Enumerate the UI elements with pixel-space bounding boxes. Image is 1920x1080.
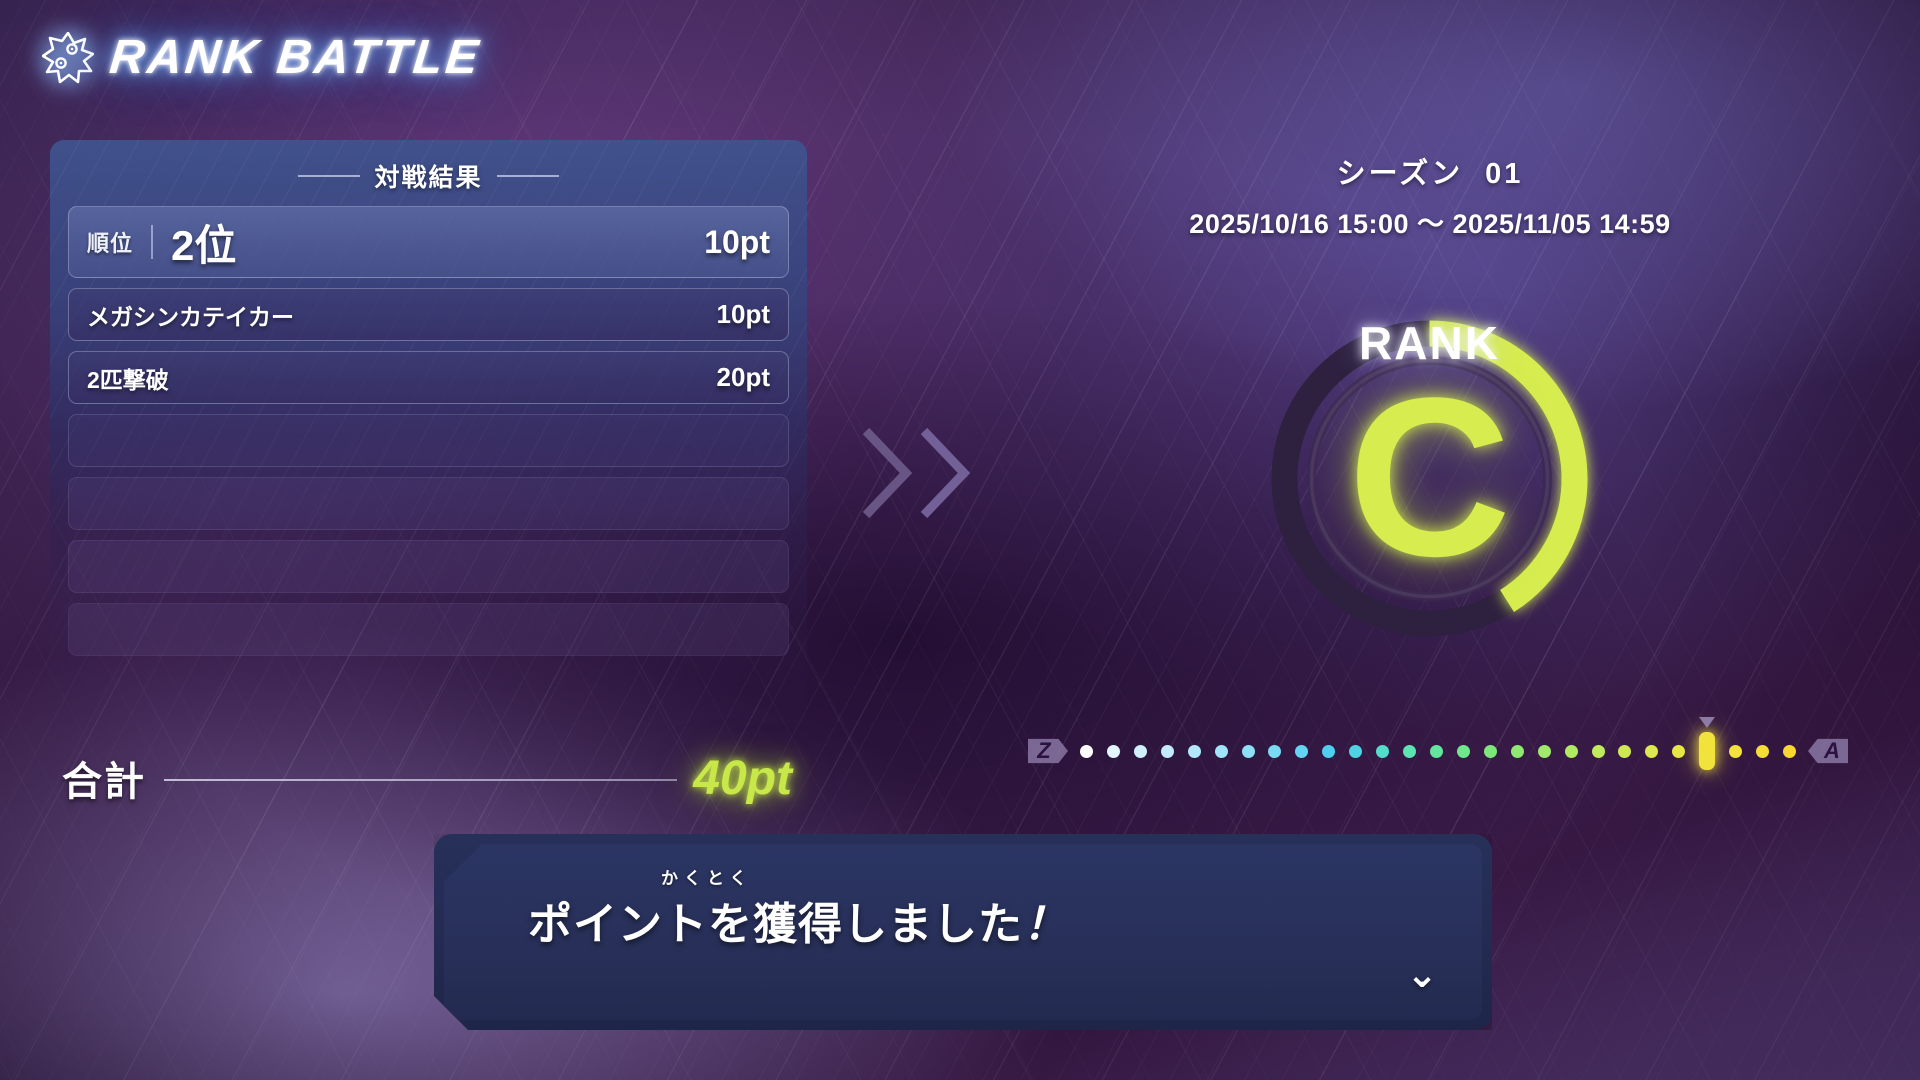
rank-ring: RANK C [1243,292,1616,665]
chevron-down-icon[interactable]: ⌄ [1406,954,1438,996]
season-number: 01 [1485,158,1524,190]
dialog-inner-bevel [444,844,1482,1020]
empty-row [68,477,789,530]
rank-progress-dot [1537,744,1551,758]
rank-progress-dot [1645,744,1659,758]
rank-progress-dot [1322,744,1336,758]
double-chevron-right-icon [860,425,972,521]
season-label: シーズン [1336,158,1464,190]
rank-badge-start: Z [1028,738,1068,764]
bonus-points: 20pt [716,362,770,392]
rank-progress-dot [1456,744,1470,758]
rank-progress-dot [1403,744,1417,758]
total-points-value: 40pt [693,751,792,805]
bonus-name: 2匹撃破 [87,366,169,393]
rank-progress-dot [1241,744,1255,758]
rank-progress-dot [1160,744,1174,758]
dialog-message-text: ポイントを獲得しました [528,900,1023,949]
rank-progress-track: Z A [1028,717,1848,774]
dialog-furigana: かくとく [661,869,753,888]
rank-progress-dot [1349,744,1363,758]
rank-progress-dot [1295,744,1309,758]
marker-pill [1699,732,1716,770]
dialog-message-wrap: かくとく ポイントを獲得しました！ [528,888,1068,952]
bonus-row: 2匹撃破 20pt [68,351,789,404]
rank-letter: C [1347,350,1512,603]
burst-star-icon [42,31,94,84]
rank-progress-dot [1376,744,1390,758]
rank-progress-dot [1133,744,1147,758]
rank-progress-dot [1268,744,1282,758]
empty-row [68,414,789,467]
placement-label: 順位 [87,231,134,256]
rank-progress-dot [1672,744,1686,758]
rank-progress-dot [1591,744,1605,758]
empty-row [68,540,789,593]
bonus-points: 10pt [716,299,770,329]
rank-caption: RANK [1359,317,1500,369]
panel-heading-label: 対戦結果 [374,164,483,192]
rank-progress-dot [1756,744,1770,758]
rank-progress-dot [1729,744,1743,758]
placement-value: 2位 [171,221,237,269]
rank-progress-dots [1068,717,1808,771]
bonus-name: メガシンカテイカー [87,303,294,330]
total-row: 合計 40pt [62,748,792,808]
season-period: 2025/10/16 15:00 ～ 2025/11/05 14:59 [1189,209,1671,239]
season-title: シーズン 01 [1020,150,1840,192]
page-title: RANK BATTLE [107,31,484,84]
rank-progress-dot [1618,744,1632,758]
rank-progress-dot [1429,744,1443,758]
rank-progress-dot [1564,744,1578,758]
battle-result-panel: 対戦結果 順位 2位 10pt メガシンカテイカー 10pt 2匹撃破 20pt [50,140,807,750]
heading-rule-right [496,175,559,177]
empty-row [68,603,789,656]
rank-progress-dot [1782,744,1796,758]
total-connector-line [164,779,678,781]
rank-progress-dot [1483,744,1497,758]
dialog-message-bang: ！ [1023,900,1068,949]
message-dialog[interactable]: かくとく ポイントを獲得しました！ ⌄ [434,834,1492,1030]
placement-points: 10pt [704,223,770,260]
rank-progress-dot [1106,744,1120,758]
rank-badge-end: A [1808,738,1848,764]
rank-progress-dot [1214,744,1228,758]
total-label: 合計 [62,760,146,804]
page-header: RANK BATTLE [42,30,484,85]
rank-progress-dot [1510,744,1524,758]
season-info: シーズン 01 2025/10/16 15:00 ～ 2025/11/05 14:… [1020,150,1840,241]
marker-caret-icon [1699,717,1716,728]
placement-row: 順位 2位 10pt [68,206,789,278]
bonus-row: メガシンカテイカー 10pt [68,288,789,341]
placement-divider [151,225,154,259]
rank-progress-marker [1699,717,1716,771]
heading-rule-left [298,175,361,177]
panel-heading: 対戦結果 [68,156,789,196]
rank-progress-dot [1080,744,1093,758]
dialog-message: ポイントを獲得しました！ [528,888,1068,952]
rank-progress-dot [1187,744,1201,758]
